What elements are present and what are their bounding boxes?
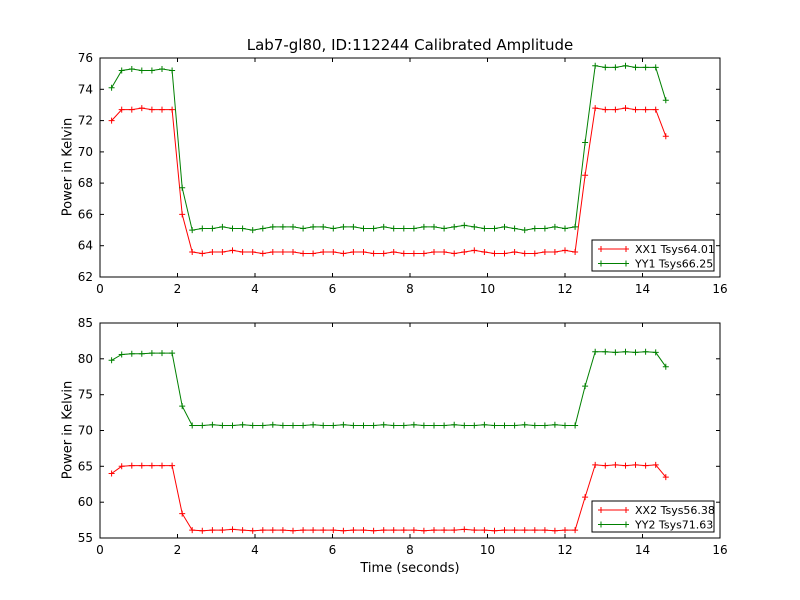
- legend: XX1 Tsys64.01 YY1 Tsys66.25: [591, 239, 715, 272]
- x-tick-label: 16: [712, 282, 727, 296]
- x-tick-label: 12: [557, 282, 572, 296]
- x-tick-label: 8: [406, 543, 414, 557]
- y-tick-label: 68: [78, 176, 93, 190]
- x-tick-label: 10: [480, 543, 495, 557]
- x-tick-label: 6: [329, 543, 337, 557]
- x-tick-label: 4: [251, 282, 259, 296]
- series-xx1-markers: [108, 105, 669, 257]
- legend: XX2 Tsys56.38 YY2 Tsys71.63: [591, 500, 715, 533]
- x-tick-label: 2: [174, 282, 182, 296]
- x-tick-label: 8: [406, 282, 414, 296]
- legend-item-label: XX2 Tsys56.38: [635, 504, 715, 517]
- y-tick-label: 74: [78, 82, 93, 96]
- x-tick-label: 10: [480, 282, 495, 296]
- y-tick-label: 65: [78, 459, 93, 473]
- x-tick-label: 6: [329, 282, 337, 296]
- x-axis-label: Time (seconds): [360, 561, 460, 576]
- chart-title: Lab7-gl80, ID:112244 Calibrated Amplitud…: [246, 36, 574, 54]
- y-tick-label: 64: [78, 239, 93, 253]
- legend-sample-marker: [598, 246, 629, 252]
- legend-frame: [591, 500, 715, 533]
- y-tick-label: 75: [78, 388, 93, 402]
- x-tick-label: 12: [557, 543, 572, 557]
- y-tick-label: 70: [78, 145, 93, 159]
- x-tick-label: 14: [635, 543, 650, 557]
- x-tick-label: 2: [174, 543, 182, 557]
- x-tick-label: 4: [251, 543, 259, 557]
- y-tick-label: 80: [78, 352, 93, 366]
- x-tick-label: 0: [96, 282, 104, 296]
- legend-sample-marker: [598, 260, 629, 267]
- subplot-2: 0 2 4 6 8 10 12 14 16 55 60 65 70 75 80 85 XX2 Tsys56.38…: [78, 316, 728, 557]
- y-tick-label: 62: [78, 270, 93, 284]
- legend-item-label: YY2 Tsys71.63: [634, 519, 713, 532]
- y-tick-label: 70: [78, 424, 93, 438]
- series-yy2-markers: [108, 348, 669, 429]
- legend-frame: [591, 239, 715, 272]
- y-tick-label: 85: [78, 316, 93, 330]
- x-tick-label: 0: [96, 543, 104, 557]
- y-tick-label: 76: [78, 51, 93, 65]
- series-xx2-markers: [108, 461, 669, 534]
- legend-sample-marker: [598, 521, 629, 528]
- legend-item-label: YY1 Tsys66.25: [634, 258, 713, 271]
- series-yy1-markers: [108, 62, 669, 234]
- legend-item-label: XX1 Tsys64.01: [635, 243, 715, 256]
- y-tick-label: 66: [78, 207, 93, 221]
- y-tick-label: 55: [78, 531, 93, 545]
- x-tick-label: 14: [635, 282, 650, 296]
- y-tick-label: 72: [78, 114, 93, 128]
- legend-sample-marker: [598, 507, 629, 513]
- x-tick-label: 16: [712, 543, 727, 557]
- y-tick-label: 60: [78, 495, 93, 509]
